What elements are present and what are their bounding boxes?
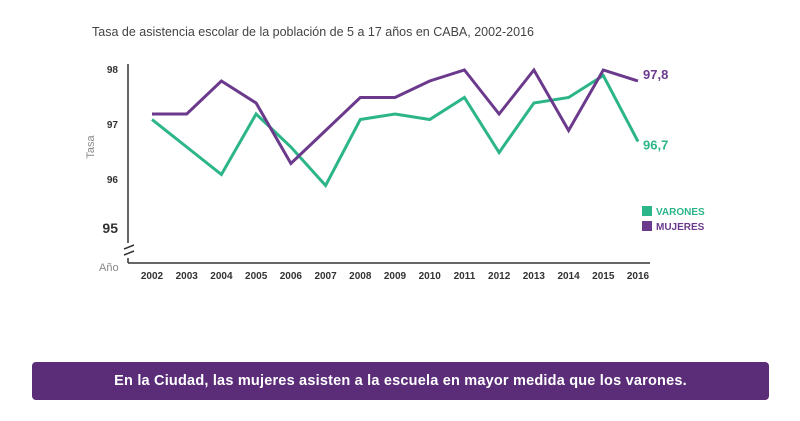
y-tick-label: 95 bbox=[102, 220, 118, 236]
axis-break-mark bbox=[123, 250, 135, 256]
y-tick-label: 98 bbox=[107, 65, 119, 76]
x-tick-label: 2012 bbox=[488, 271, 511, 282]
x-tick-label: 2002 bbox=[141, 271, 164, 282]
x-tick-label: 2016 bbox=[627, 271, 650, 282]
axis-break-mark bbox=[123, 244, 135, 250]
series-line-varones bbox=[151, 73, 640, 189]
y-ticks: 98 97 96 95 bbox=[102, 65, 118, 236]
legend: VARONES MUJERES bbox=[642, 206, 705, 233]
x-tick-label: 2013 bbox=[523, 271, 546, 282]
end-label-mujeres: 97,8 bbox=[643, 67, 668, 82]
line-chart: Tasa de asistencia escolar de la poblaci… bbox=[85, 25, 705, 282]
series-layer: 96,7 97,8 bbox=[151, 67, 668, 189]
legend-label-varones: VARONES bbox=[656, 207, 705, 218]
legend-swatch-mujeres bbox=[642, 221, 652, 231]
legend-swatch-varones bbox=[642, 206, 652, 216]
x-ticks: 2002 2003 2004 2005 2006 2007 2008 2009 2010 2011… bbox=[141, 271, 650, 282]
x-tick-label: 2009 bbox=[384, 271, 407, 282]
y-tick-label: 96 bbox=[107, 175, 119, 186]
axes bbox=[123, 64, 650, 264]
x-tick-label: 2004 bbox=[210, 271, 233, 282]
x-tick-label: 2006 bbox=[280, 271, 303, 282]
legend-label-mujeres: MUJERES bbox=[656, 222, 705, 233]
chart-title: Tasa de asistencia escolar de la poblaci… bbox=[92, 25, 534, 39]
y-tick-label: 97 bbox=[107, 120, 119, 131]
x-axis-label: Año bbox=[99, 262, 119, 274]
x-tick-label: 2005 bbox=[245, 271, 268, 282]
conclusion-banner: En la Ciudad, las mujeres asisten a la e… bbox=[32, 362, 769, 400]
x-tick-label: 2008 bbox=[349, 271, 372, 282]
x-tick-label: 2007 bbox=[314, 271, 337, 282]
y-axis-label: Tasa bbox=[85, 135, 97, 159]
end-label-varones: 96,7 bbox=[643, 138, 668, 153]
x-tick-label: 2014 bbox=[557, 271, 580, 282]
x-tick-label: 2010 bbox=[419, 271, 442, 282]
x-tick-label: 2015 bbox=[592, 271, 615, 282]
x-tick-label: 2003 bbox=[176, 271, 199, 282]
x-tick-label: 2011 bbox=[454, 271, 476, 282]
series-line-mujeres bbox=[152, 67, 639, 166]
